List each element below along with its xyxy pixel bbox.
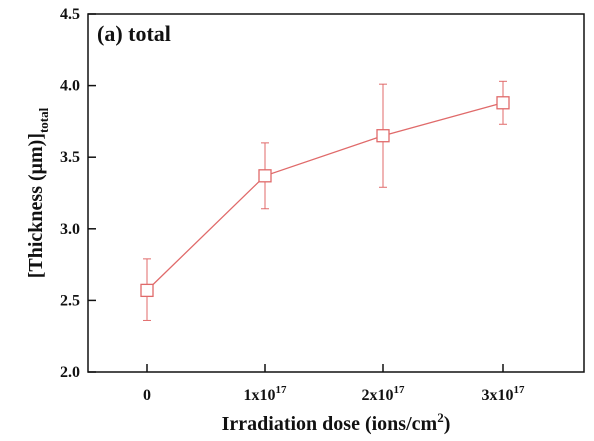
y-tick-label: 2.5 [60, 292, 80, 309]
x-tick-base: 3x10 [482, 387, 514, 404]
x-tick-exp: 17 [276, 384, 288, 396]
y-axis-title-main: [Thickness (μm)] [25, 133, 47, 278]
x-tick-exp: 17 [514, 384, 526, 396]
y-tick-label: 4.5 [60, 6, 80, 23]
data-point-marker [258, 169, 272, 183]
x-tick-label: 0 [143, 387, 151, 404]
panel-label: (a) total [97, 21, 171, 46]
x-tick-label: 3x1017 [482, 384, 526, 404]
x-tick-base: 0 [143, 387, 151, 404]
x-tick-label: 1x1017 [244, 384, 288, 404]
data-series [140, 80, 510, 321]
x-tick-label: 2x1017 [362, 384, 406, 404]
y-tick-label: 4.0 [60, 78, 80, 95]
y-axis-title-sub: total [36, 107, 51, 133]
series-line [146, 102, 504, 291]
x-axis-title-sup: 2 [437, 410, 444, 425]
y-axis-ticks: 2.0 2.5 3.0 3.5 4.0 4.5 [60, 6, 96, 381]
data-point-marker [496, 96, 510, 110]
y-tick-label: 3.5 [60, 149, 80, 166]
y-axis-title: [Thickness (μm)]total [25, 107, 51, 278]
x-axis-ticks: 0 1x1017 2x1017 3x1017 [143, 364, 525, 404]
x-axis-title: Irradiation dose (ions/cm2) [222, 410, 451, 435]
x-axis-title-main: Irradiation dose (ions/cm [222, 413, 438, 435]
data-point-marker [376, 129, 390, 143]
plot-frame [87, 13, 585, 373]
y-tick-label: 2.0 [60, 364, 80, 381]
x-tick-exp: 17 [394, 384, 406, 396]
y-tick-label: 3.0 [60, 221, 80, 238]
x-tick-base: 2x10 [362, 387, 394, 404]
data-point-marker [140, 283, 154, 298]
x-axis-title-close: ) [444, 413, 451, 435]
x-tick-base: 1x10 [244, 387, 276, 404]
